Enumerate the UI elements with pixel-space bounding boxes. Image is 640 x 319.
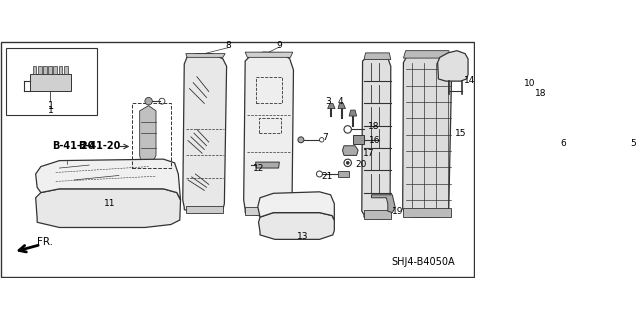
Polygon shape: [245, 52, 292, 57]
Text: 18: 18: [368, 122, 380, 131]
Polygon shape: [349, 110, 356, 116]
Polygon shape: [403, 208, 451, 217]
Polygon shape: [364, 53, 391, 60]
Polygon shape: [438, 51, 468, 81]
Polygon shape: [64, 66, 68, 74]
Circle shape: [602, 141, 613, 151]
Polygon shape: [38, 66, 42, 74]
Text: 19: 19: [392, 207, 403, 216]
Polygon shape: [244, 52, 294, 216]
Circle shape: [513, 87, 520, 94]
Circle shape: [346, 161, 349, 164]
Text: 12: 12: [253, 164, 264, 173]
Text: 9: 9: [276, 41, 282, 50]
Polygon shape: [338, 103, 346, 108]
Polygon shape: [255, 162, 279, 168]
Text: B-41-20: B-41-20: [52, 142, 94, 152]
Polygon shape: [342, 146, 358, 155]
Text: 18: 18: [535, 89, 547, 98]
Text: 6: 6: [560, 139, 566, 148]
Circle shape: [571, 144, 573, 147]
Polygon shape: [403, 52, 452, 217]
Text: 16: 16: [369, 136, 381, 145]
Polygon shape: [502, 79, 520, 86]
Text: 5: 5: [630, 139, 636, 148]
Text: 7: 7: [323, 133, 328, 142]
Text: FR.: FR.: [37, 237, 53, 247]
Polygon shape: [258, 192, 334, 220]
Bar: [132, 103, 171, 168]
Text: SHJ4-B4050A: SHJ4-B4050A: [392, 257, 455, 267]
Polygon shape: [362, 54, 391, 219]
Polygon shape: [403, 51, 451, 58]
Text: 1: 1: [47, 106, 53, 115]
Polygon shape: [259, 213, 334, 239]
Polygon shape: [338, 171, 349, 177]
Text: 11: 11: [104, 199, 116, 208]
Circle shape: [298, 137, 304, 143]
Polygon shape: [36, 189, 180, 227]
Polygon shape: [140, 106, 156, 163]
Text: 17: 17: [362, 149, 374, 158]
Polygon shape: [54, 66, 57, 74]
Polygon shape: [48, 66, 52, 74]
Text: 21: 21: [321, 173, 332, 182]
Polygon shape: [43, 66, 47, 74]
Text: 20: 20: [355, 160, 367, 169]
Polygon shape: [36, 159, 180, 200]
Text: 4: 4: [337, 97, 343, 106]
Polygon shape: [29, 74, 70, 91]
Circle shape: [145, 98, 152, 105]
Text: 3: 3: [326, 97, 332, 106]
Text: 15: 15: [456, 129, 467, 137]
Polygon shape: [33, 66, 36, 74]
Text: 1: 1: [47, 100, 54, 111]
Text: B-41-20: B-41-20: [78, 142, 120, 152]
Polygon shape: [353, 135, 364, 144]
Text: 10: 10: [524, 79, 535, 88]
Polygon shape: [186, 54, 225, 57]
Text: 13: 13: [296, 232, 308, 241]
Polygon shape: [245, 207, 292, 215]
Polygon shape: [6, 48, 97, 115]
Polygon shape: [364, 210, 391, 219]
Polygon shape: [59, 66, 63, 74]
Polygon shape: [328, 103, 335, 108]
Polygon shape: [371, 195, 396, 213]
Polygon shape: [186, 206, 223, 213]
Text: 14: 14: [465, 76, 476, 85]
Polygon shape: [183, 54, 227, 213]
Text: 8: 8: [225, 41, 231, 50]
